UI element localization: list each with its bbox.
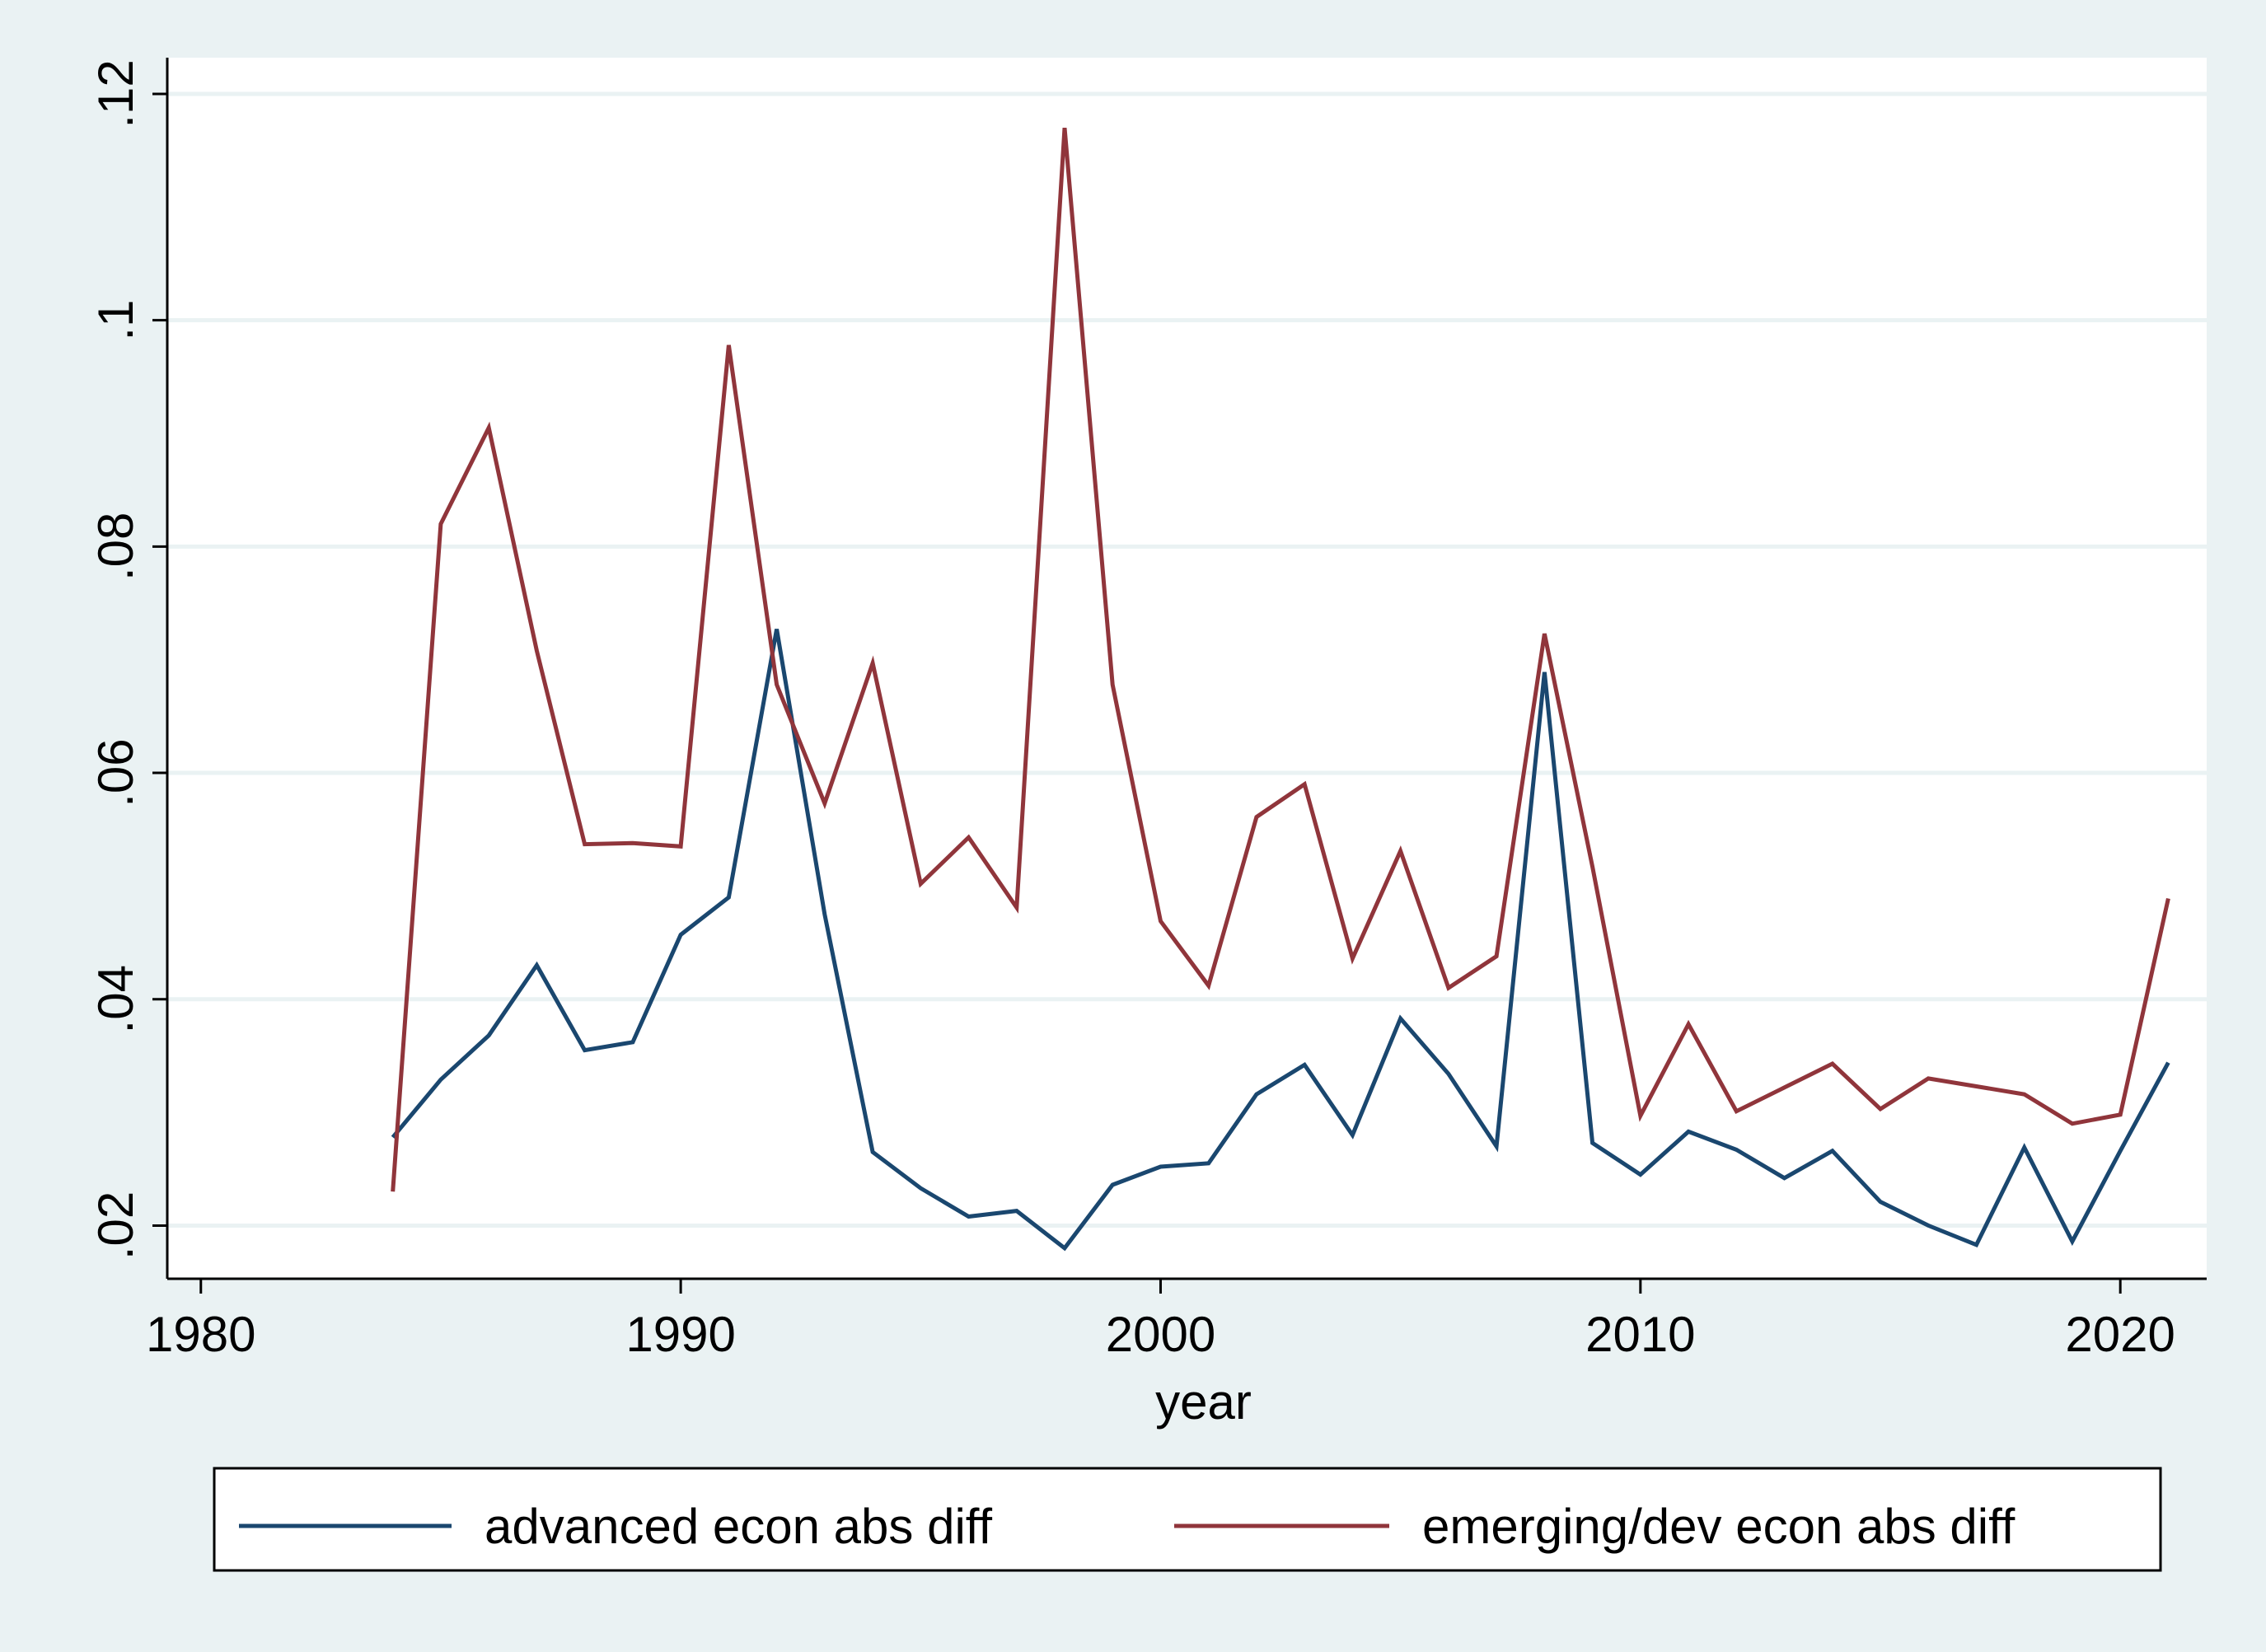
legend: advanced econ abs diff emerging/dev econ … <box>213 1467 2162 1572</box>
x-tick-label: 1980 <box>146 1307 255 1362</box>
series-lines <box>391 127 2170 1252</box>
y-tick-label: .06 <box>88 738 143 807</box>
legend-label-2: emerging/dev econ abs diff <box>1422 1499 2016 1554</box>
axes <box>166 58 2207 1280</box>
x-tick-label: 1990 <box>625 1307 735 1362</box>
y-tick-label: .12 <box>88 59 143 128</box>
series-line-1 <box>391 629 2170 1252</box>
series-line-2 <box>391 127 2170 1192</box>
x-tick-label: 2010 <box>1585 1307 1695 1362</box>
plot-area <box>167 58 2207 1279</box>
gridlines <box>167 91 2207 1228</box>
x-tick-label: 2000 <box>1106 1307 1215 1362</box>
legend-box <box>213 1467 2162 1572</box>
x-tick-label: 2020 <box>2065 1307 2175 1362</box>
y-tick-label: .04 <box>88 965 143 1033</box>
x-axis-label: year <box>1155 1374 1252 1430</box>
y-tick-label: .02 <box>88 1191 143 1260</box>
y-tick-label: .1 <box>88 300 143 341</box>
ticks: .02 .04 .06 .08 .1 .12 1980 1990 2000 2010 2020 <box>88 59 2175 1362</box>
legend-items: advanced econ abs diff emerging/dev econ … <box>239 1499 2016 1554</box>
legend-label-1: advanced econ abs diff <box>485 1499 992 1554</box>
y-tick-label: .08 <box>88 512 143 581</box>
